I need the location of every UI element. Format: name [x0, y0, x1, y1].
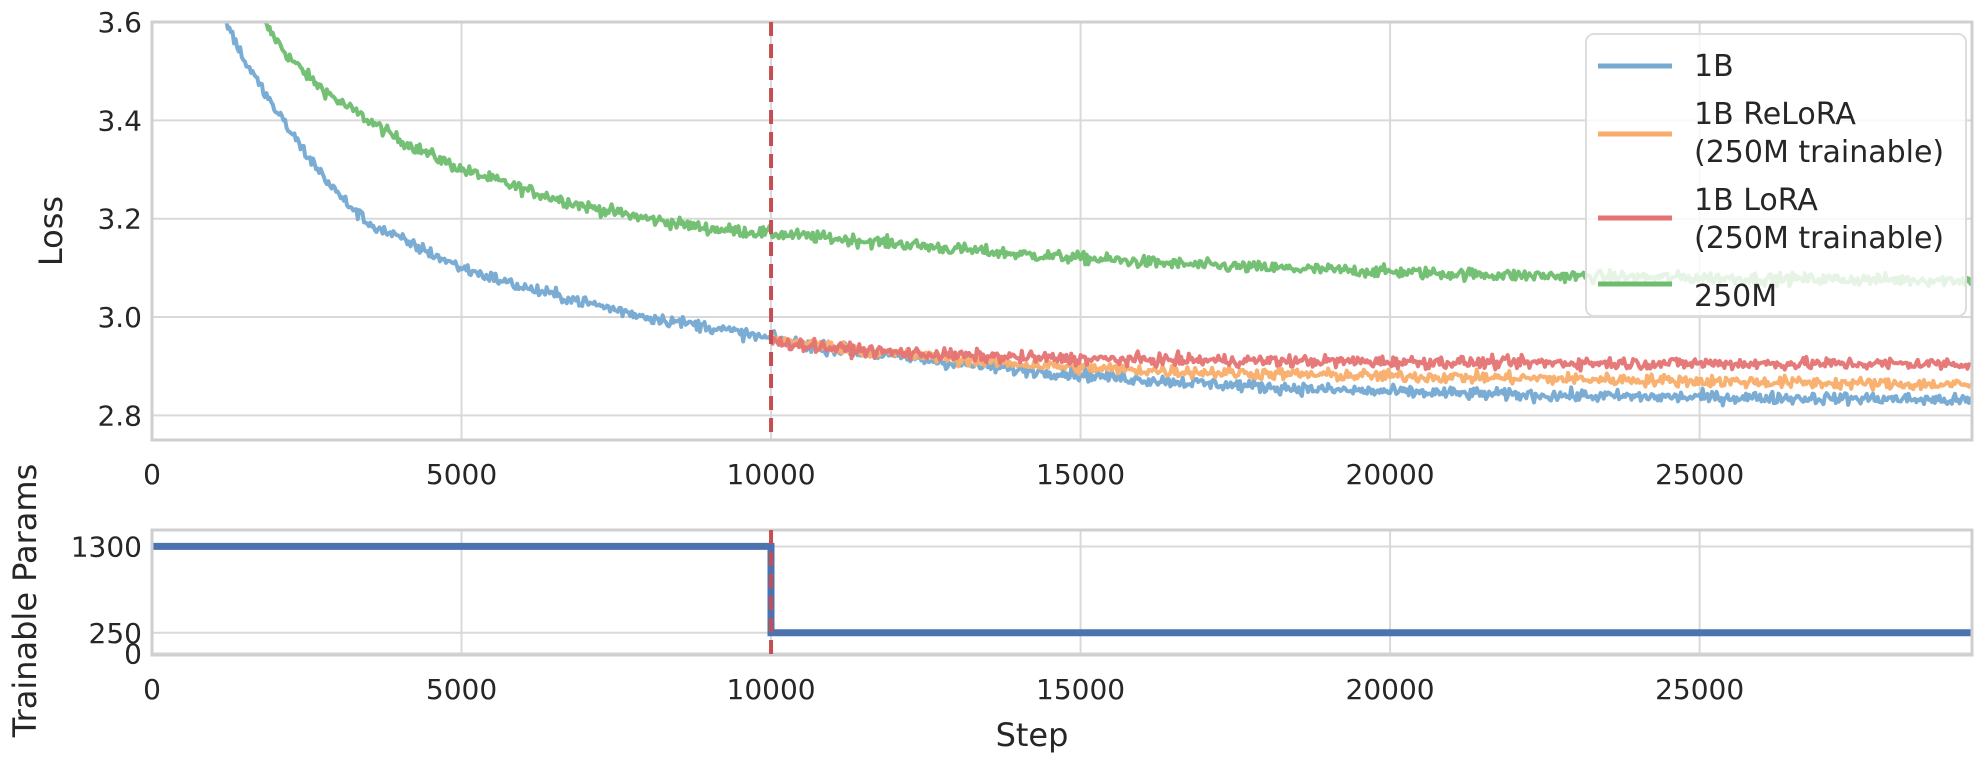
loss-y-tick-label: 3.0: [97, 301, 142, 334]
params-y-tick-label: 250: [89, 617, 142, 650]
params-y-tick-label: 1300: [71, 530, 142, 563]
legend-label-line: 1B: [1694, 49, 1734, 84]
params-x-tick-label: 10000: [727, 673, 816, 706]
legend-label-line: 1B ReLoRA: [1694, 97, 1856, 132]
legend-label-line: 250M: [1694, 279, 1777, 314]
legend-label: 1B LoRA (250M trainable): [1694, 183, 1944, 256]
params-x-tick-label: 0: [143, 673, 161, 706]
legend-label-line: (250M trainable): [1694, 221, 1944, 256]
loss-y-tick-label: 3.6: [97, 6, 142, 39]
loss-x-tick-label: 10000: [727, 458, 816, 491]
params-x-tick-label: 20000: [1346, 673, 1435, 706]
loss-y-tick-label: 3.2: [97, 203, 142, 236]
loss-x-tick-label: 15000: [1036, 458, 1125, 491]
loss-y-tick-label: 2.8: [97, 399, 142, 432]
legend-label-line: 1B LoRA: [1694, 183, 1818, 218]
loss-plot-frame: [150, 20, 1974, 442]
loss-tick-labels: 0 5000 10000 15000 20000 25000 2.8 3.0 3.2 3.4 3.6: [97, 6, 1744, 491]
params-plot-frame: [150, 528, 1974, 657]
loss-y-tick-label: 3.4: [97, 104, 142, 137]
legend-label: 250M: [1694, 279, 1777, 314]
loss-series-line: [769, 335, 1972, 373]
loss-series-line: [224, 22, 1972, 408]
legend-label: 1B: [1694, 49, 1734, 84]
loss-x-tick-label: 20000: [1346, 458, 1435, 491]
params-series-line: [152, 542, 1972, 637]
loss-y-axis-label: Loss: [32, 196, 70, 266]
loss-x-tick-label: 5000: [426, 458, 497, 491]
params-x-tick-label: 25000: [1655, 673, 1744, 706]
params-x-axis-label: Step: [996, 716, 1069, 754]
loss-x-tick-label: 0: [143, 458, 161, 491]
params-x-tick-label: 5000: [426, 673, 497, 706]
legend-label: 1B ReLoRA (250M trainable): [1694, 97, 1944, 170]
params-series-group: [152, 542, 1972, 637]
params-y-tick-label: 0: [124, 637, 142, 670]
params-y-axis-label: Trainable Params: [6, 464, 44, 739]
params-x-tick-label: 15000: [1036, 673, 1125, 706]
legend-box: [1585, 33, 1967, 317]
loss-x-tick-label: 25000: [1655, 458, 1744, 491]
legend-label-line: (250M trainable): [1694, 135, 1944, 170]
loss-panel: 0 5000 10000 15000 20000 25000 2.8 3.0 3.2 3.4 3.6…: [32, 6, 1974, 491]
